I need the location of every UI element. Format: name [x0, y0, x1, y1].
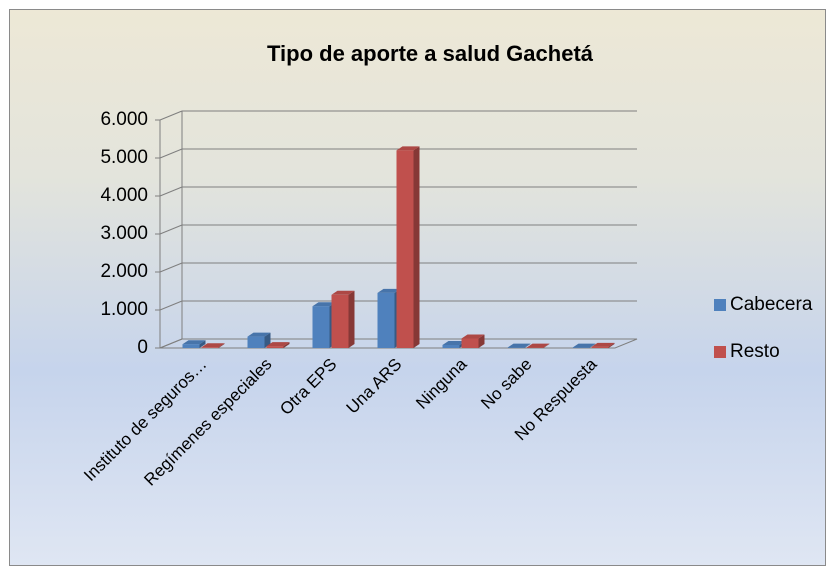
bar-top: [526, 343, 550, 348]
bar-top: [572, 343, 596, 348]
grid-line-side: [159, 262, 183, 273]
bar: [461, 338, 479, 348]
chart-title: Tipo de aporte a salud Gachetá: [267, 41, 594, 66]
bar-top: [201, 343, 225, 348]
bar: [266, 346, 284, 348]
bar-side: [524, 343, 531, 348]
bar-side: [283, 342, 290, 348]
bar-side: [348, 290, 355, 348]
legend-label: Resto: [730, 341, 780, 362]
bar-top: [331, 290, 355, 295]
bar: [396, 150, 414, 348]
bar-top: [377, 288, 401, 293]
bar: [247, 336, 265, 348]
bar: [442, 344, 460, 348]
y-tick-label: 6.000: [100, 109, 148, 130]
y-tick-label: 2.000: [100, 261, 148, 282]
bar-side: [218, 343, 225, 348]
bar: [331, 294, 349, 348]
bar-top: [396, 146, 420, 151]
bar: [377, 292, 395, 348]
grid-line-side: [159, 300, 183, 311]
grid-line-side: [159, 110, 183, 121]
bar-top: [442, 340, 466, 345]
bar-side: [589, 343, 596, 348]
bar-top: [182, 340, 206, 345]
grid-line-side: [159, 186, 183, 197]
bar-side: [199, 340, 206, 348]
legend-label: Cabecera: [730, 294, 813, 315]
legend-swatch: [714, 299, 726, 311]
bar: [312, 306, 330, 348]
bar-side: [413, 146, 420, 348]
grid-line-side: [159, 148, 183, 159]
bar: [182, 344, 200, 348]
bar-side: [543, 343, 550, 348]
bar-top: [247, 332, 271, 337]
bar: [201, 347, 219, 348]
grid-line-side: [159, 224, 183, 235]
y-tick-label: 4.000: [100, 185, 148, 206]
bar-side: [608, 342, 615, 348]
grid-line-side: [159, 338, 183, 349]
bar-top: [312, 302, 336, 307]
bar-side: [264, 332, 271, 348]
bar-top: [591, 342, 615, 347]
bar-top: [507, 343, 531, 348]
y-tick-label: 1.000: [100, 299, 148, 320]
y-tick-label: 5.000: [100, 147, 148, 168]
y-tick-label: 0: [137, 337, 148, 358]
legend-swatch: [714, 346, 726, 358]
y-tick-label: 3.000: [100, 223, 148, 244]
bar-side: [478, 334, 485, 348]
bar-top: [461, 334, 485, 339]
bar-top: [266, 342, 290, 347]
bar: [591, 346, 609, 348]
